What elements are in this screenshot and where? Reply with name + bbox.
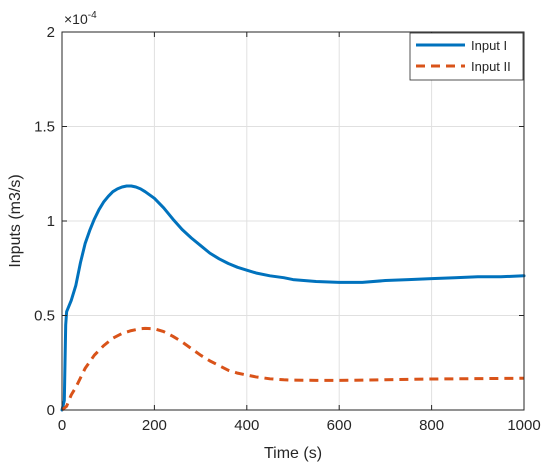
legend-label-input-ii: Input II [471,59,511,74]
y-tick-label: 1 [47,213,55,230]
legend: Input I Input II [409,32,524,81]
y-tick-label: 2 [47,24,55,41]
x-tick-label: 800 [419,417,444,434]
legend-box [409,32,524,81]
x-axis-label: Time (s) [264,445,322,462]
y-exponent-label: ×10-4 [64,10,97,27]
y-tick-label: 1.5 [34,119,55,136]
y-tick-labels: 0 0.5 1 1.5 2 [34,24,55,419]
x-tick-label: 600 [327,417,352,434]
x-tick-label: 1000 [507,417,540,434]
y-axis-label: Inputs (m3/s) [7,174,24,267]
x-tick-label: 0 [58,417,66,434]
series-layer [60,184,526,412]
x-tick-label: 200 [142,417,167,434]
y-ticks [62,31,524,411]
y-tick-label: 0.5 [34,308,55,325]
series-line-input-i [60,184,526,412]
x-ticks [61,32,525,410]
series-line-input-ii [61,326,525,412]
x-tick-label: 400 [234,417,259,434]
y-tick-label: 0 [47,402,55,419]
x-tick-labels: 0 200 400 600 800 1000 [58,417,541,434]
legend-label-input-i: Input I [471,38,507,53]
